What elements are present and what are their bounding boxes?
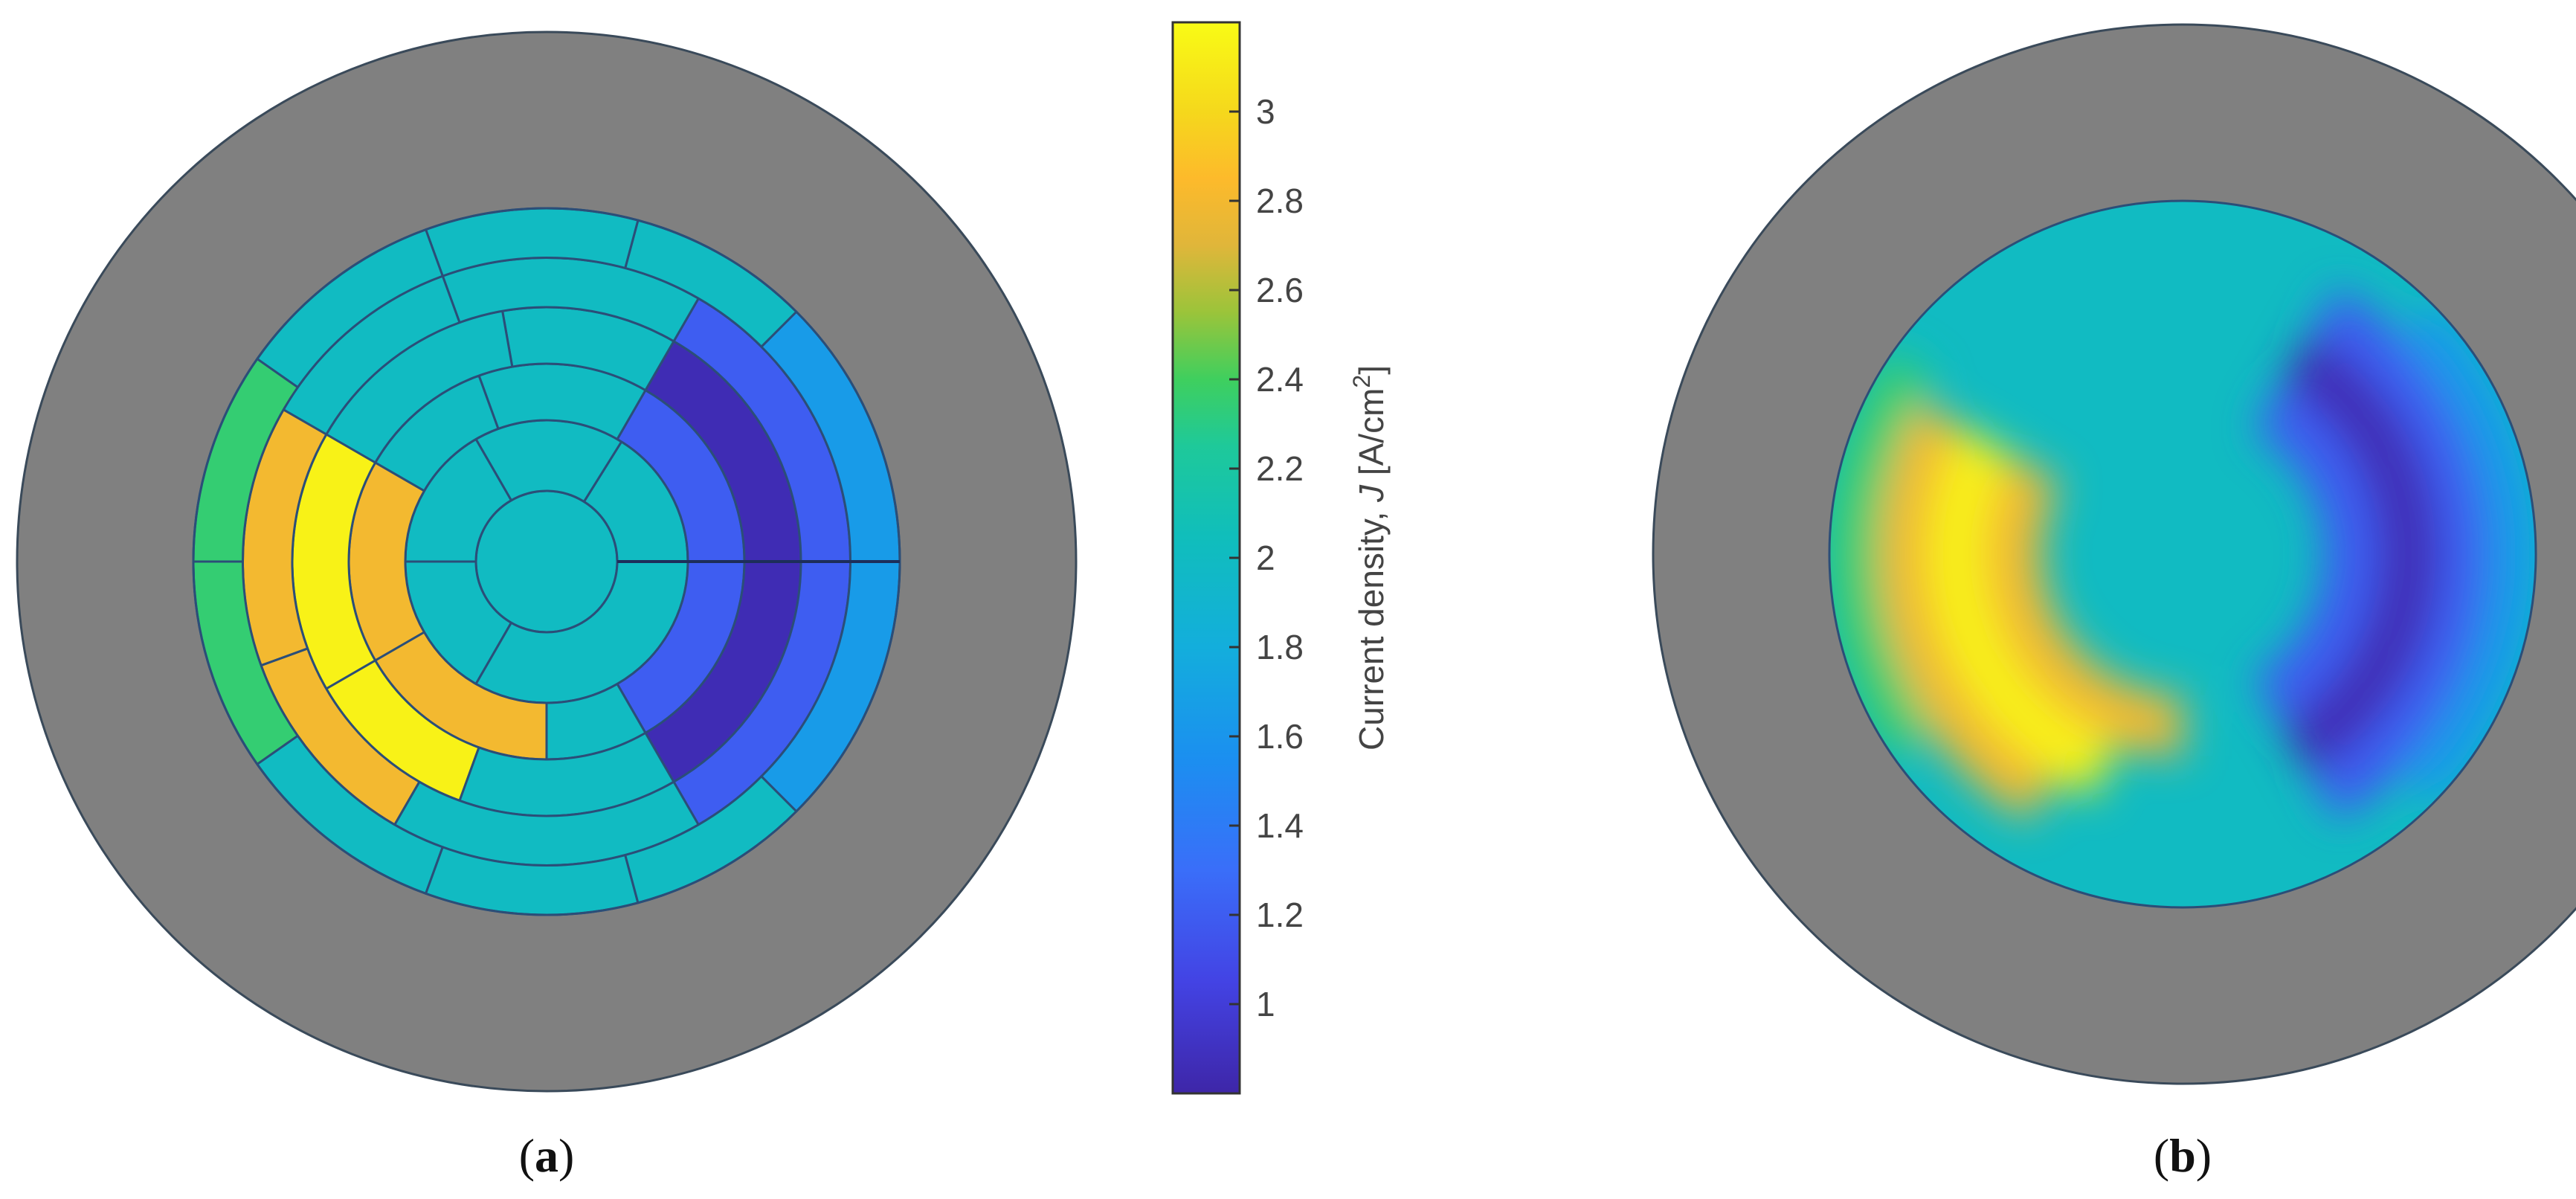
- panel-b-inner-outline: [1828, 199, 2537, 909]
- colorbar-tick-label: 1.2: [1256, 896, 1304, 934]
- colorbar-ticks: 1 1.2 1.4 1.6 1.8 2 2.2 2.4 2.6 2.8 3: [1229, 92, 1304, 1023]
- panel-b-field-region: [1829, 349, 1934, 554]
- panel-b-field-region: [1980, 453, 2061, 655]
- panel-a-segmented-map: [16, 30, 1078, 1093]
- panel-b-field-region: [1958, 653, 2116, 798]
- colorbar-tick-label: 2.6: [1256, 271, 1304, 309]
- panel-b-interpolated-map: [1652, 23, 2576, 1085]
- panel-b-field-region: [2310, 554, 2491, 821]
- colorbar-tick-label: 2.4: [1256, 360, 1304, 399]
- panel-a-letter: a: [535, 1129, 558, 1182]
- panel-b-field-region: [2282, 330, 2441, 554]
- colorbar-tick-label: 3: [1256, 92, 1275, 131]
- panel-b-caption: (b): [2154, 1129, 2212, 1182]
- colorbar-label-suffix: ]: [1352, 365, 1391, 375]
- colorbar-tick-label: 2.2: [1256, 449, 1304, 488]
- colorbar-tick-label: 1.8: [1256, 628, 1304, 666]
- colorbar-tick-label: 1: [1256, 985, 1275, 1023]
- colorbar-tick-label: 1.6: [1256, 717, 1304, 756]
- panel-b-field-region: [1829, 554, 1934, 759]
- panel-b-letter: b: [2169, 1129, 2196, 1182]
- colorbar-label: Current density, J [A/cm2]: [1348, 365, 1391, 750]
- panel-b-field-region: [2397, 300, 2536, 554]
- panel-b-field-region: [1923, 425, 2012, 684]
- colorbar-label-prefix: Current density,: [1352, 502, 1391, 750]
- panel-a-caption: (a): [519, 1129, 575, 1182]
- panel-b-field-region: [1893, 640, 2055, 821]
- panel-a-segments: [192, 207, 901, 916]
- panel-b-field-region: [2253, 554, 2385, 730]
- panel-b-field-region: [2007, 625, 2183, 756]
- panel-b-field-region: [2310, 287, 2491, 554]
- colorbar-label-unit: [A/cm: [1352, 388, 1391, 485]
- colorbar-label-exponent: 2: [1348, 375, 1375, 388]
- panel-b-field-region: [2282, 554, 2441, 779]
- panel-b-field: [1829, 287, 2536, 821]
- colorbar-tick-label: 1.4: [1256, 806, 1304, 845]
- colorbar-tick-label: 2: [1256, 539, 1275, 577]
- panel-b-field-region: [1874, 399, 1962, 660]
- panel-b-field-region: [2253, 379, 2385, 554]
- panel-b-field-region: [2397, 554, 2536, 808]
- colorbar-label-symbol: J: [1352, 484, 1391, 503]
- colorbar: 1 1.2 1.4 1.6 1.8 2 2.2 2.4 2.6 2.8 3 Current dens…: [1171, 21, 1391, 1095]
- colorbar-tick-label: 2.8: [1256, 181, 1304, 220]
- colorbar-gradient: [1171, 21, 1241, 1095]
